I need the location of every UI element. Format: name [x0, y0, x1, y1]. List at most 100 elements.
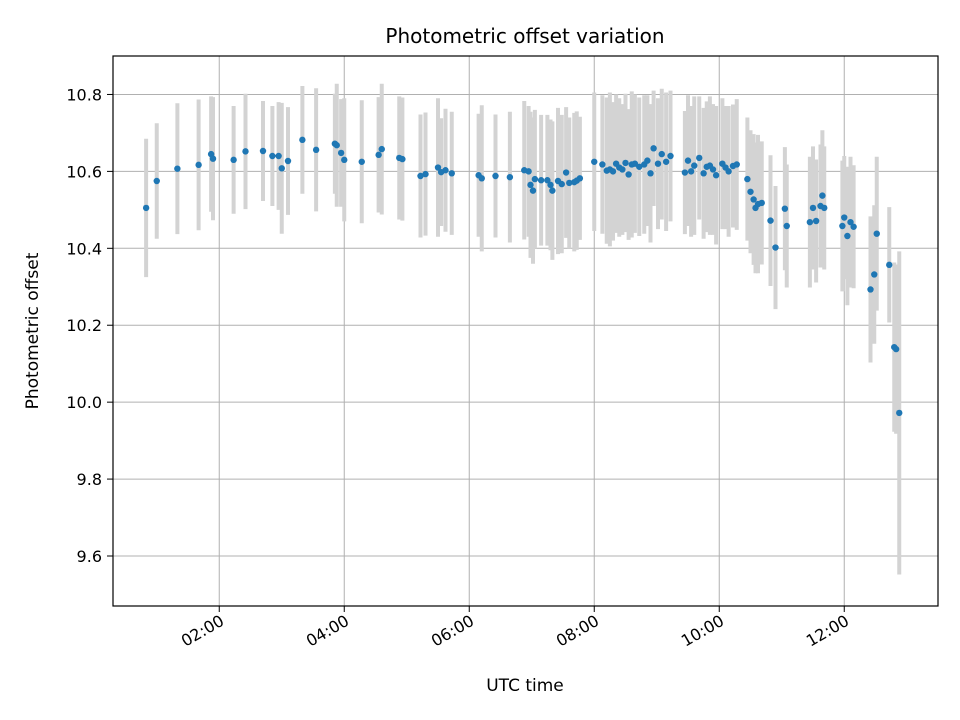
data-point	[209, 155, 217, 162]
y-tick-label: 10.8	[66, 85, 102, 104]
data-point	[725, 168, 732, 175]
data-point	[269, 152, 276, 160]
data-point	[684, 157, 692, 164]
data-point	[750, 196, 757, 203]
data-point	[662, 158, 670, 165]
data-point	[644, 157, 651, 164]
data-point	[142, 204, 150, 212]
data-point	[531, 175, 539, 183]
axes-frame	[112, 55, 939, 607]
data-point	[806, 218, 814, 226]
data-point	[871, 271, 878, 278]
data-point	[417, 172, 424, 180]
data-point	[625, 171, 632, 178]
data-point	[312, 146, 320, 154]
data-point	[337, 149, 345, 157]
data-point	[566, 179, 573, 187]
data-point	[696, 154, 703, 162]
data-point	[758, 199, 765, 207]
data-point	[783, 222, 790, 230]
data-point	[667, 152, 674, 160]
data-point	[636, 163, 643, 170]
data-point	[442, 167, 449, 174]
data-point	[547, 181, 554, 189]
data-point	[809, 204, 817, 212]
y-axis-label: Photometric offset	[23, 252, 43, 409]
data-point	[230, 156, 237, 164]
data-point	[506, 173, 514, 181]
data-point	[687, 168, 695, 175]
data-point	[275, 152, 282, 160]
data-point	[478, 175, 485, 182]
data-point	[299, 136, 306, 144]
data-point	[781, 205, 789, 212]
data-point	[448, 170, 455, 177]
data-point	[747, 188, 754, 195]
data-point	[681, 169, 689, 176]
x-axis-label: UTC time	[486, 676, 564, 696]
data-point	[844, 232, 851, 240]
data-point	[576, 175, 584, 182]
data-point	[399, 155, 406, 163]
data-point	[886, 261, 893, 269]
data-point	[378, 145, 385, 153]
data-point	[650, 145, 657, 152]
data-point	[549, 187, 556, 194]
plot-area: 02:00 04:00 06:00 08:00 10:00 12:009.69.810.0…	[66, 55, 939, 651]
y-tick-label: 9.8	[77, 470, 102, 489]
data-point	[812, 217, 820, 225]
data-point	[867, 286, 874, 293]
data-point	[839, 222, 846, 230]
data-point	[896, 409, 903, 417]
y-tick-label: 10.4	[66, 239, 102, 258]
data-point	[767, 217, 774, 224]
data-point	[537, 177, 545, 184]
data-point	[358, 158, 365, 165]
data-point	[691, 162, 698, 169]
data-point	[892, 345, 900, 353]
data-point	[647, 170, 654, 177]
data-point	[544, 177, 551, 184]
data-point	[422, 170, 429, 178]
data-point	[333, 142, 340, 149]
data-point	[492, 172, 499, 180]
data-point	[622, 159, 629, 167]
data-point	[195, 161, 202, 169]
data-point	[841, 214, 848, 221]
data-point	[153, 177, 160, 185]
data-point	[562, 169, 570, 176]
data-point	[599, 161, 606, 168]
data-point	[434, 164, 442, 171]
data-point	[375, 151, 382, 159]
y-tick-label: 10.0	[66, 393, 102, 412]
y-tick-label: 9.6	[77, 547, 102, 566]
data-point	[819, 192, 826, 199]
data-point	[733, 161, 740, 168]
data-point	[527, 181, 534, 189]
data-point	[873, 230, 880, 237]
data-point	[591, 158, 598, 165]
data-point	[744, 175, 751, 183]
data-point	[174, 165, 181, 172]
data-point	[772, 244, 779, 251]
data-point	[709, 166, 717, 173]
data-point	[529, 187, 537, 194]
data-point	[847, 218, 854, 226]
data-point	[278, 165, 285, 172]
data-point	[821, 204, 828, 212]
data-point	[654, 160, 662, 167]
data-point	[850, 223, 857, 230]
y-tick-label: 10.6	[66, 162, 102, 181]
data-point	[341, 156, 348, 164]
data-point	[558, 180, 565, 188]
data-point	[242, 148, 249, 155]
data-point	[284, 157, 292, 165]
y-tick-label: 10.2	[66, 316, 102, 335]
data-point	[259, 147, 267, 155]
data-point	[700, 170, 707, 177]
chart-title: Photometric offset variation	[385, 24, 664, 48]
data-point	[712, 172, 720, 179]
data-point	[525, 168, 532, 175]
data-point	[658, 150, 665, 158]
